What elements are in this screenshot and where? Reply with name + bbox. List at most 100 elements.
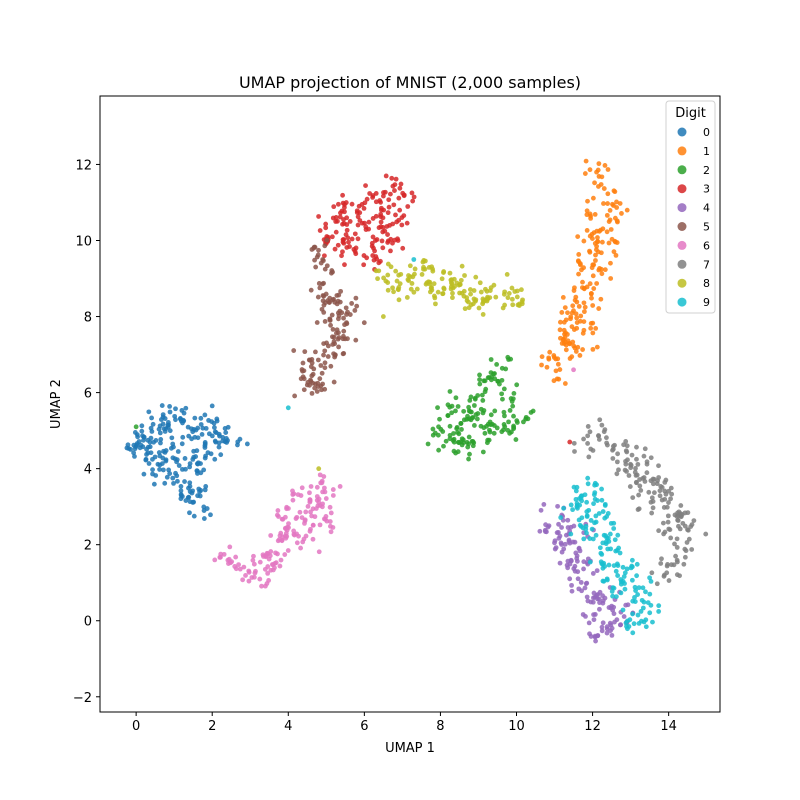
point-digit-1 (571, 308, 576, 314)
point-digit-7 (621, 442, 627, 448)
point-digit-1 (574, 299, 580, 305)
point-digit-3 (316, 214, 322, 219)
point-digit-9 (648, 602, 654, 608)
point-digit-9 (602, 503, 608, 508)
point-digit-0 (183, 466, 188, 472)
point-digit-5 (330, 326, 336, 332)
point-digit-2 (477, 377, 482, 383)
point-digit-4 (610, 607, 616, 613)
point-digit-7 (633, 466, 638, 471)
point-digit-6 (322, 489, 328, 495)
point-digit-0 (176, 463, 182, 468)
point-digit-9 (628, 565, 634, 571)
point-digit-6 (316, 549, 322, 555)
point-digit-4 (585, 598, 591, 604)
point-digit-1 (601, 186, 607, 191)
point-digit-6 (261, 554, 266, 559)
point-digit-0 (167, 471, 173, 476)
point-digit-3 (383, 173, 389, 179)
point-digit-5 (301, 368, 307, 374)
point-digit-9 (636, 620, 642, 626)
point-digit-6 (328, 523, 333, 529)
point-digit-3 (340, 192, 346, 198)
point-digit-8 (449, 280, 454, 286)
point-digit-1 (599, 271, 605, 277)
point-digit-5 (336, 330, 341, 336)
point-digit-5 (322, 348, 328, 354)
point-digit-1 (602, 163, 608, 168)
point-digit-5 (343, 305, 349, 311)
point-digit-5 (310, 371, 316, 377)
point-digit-1 (584, 208, 590, 214)
point-digit-7 (596, 437, 602, 442)
point-digit-5 (338, 288, 344, 294)
point-digit-2 (500, 396, 505, 402)
point-digit-0 (183, 498, 189, 503)
point-digit-6 (337, 484, 343, 489)
point-digit-8 (412, 266, 418, 272)
point-digit-0 (131, 450, 137, 456)
point-digit-0 (192, 415, 198, 421)
point-digit-8 (448, 286, 454, 292)
point-digit-1 (584, 212, 590, 218)
point-digit-1 (579, 267, 584, 273)
point-digit-3 (382, 228, 388, 234)
point-digit-1 (594, 281, 600, 286)
point-digit-5 (354, 303, 360, 309)
point-digit-7 (630, 495, 636, 501)
point-digit-0 (150, 421, 156, 427)
point-digit-7 (669, 491, 675, 497)
point-digit-0 (216, 444, 222, 450)
point-digit-2 (488, 357, 494, 362)
point-digit-2 (466, 456, 471, 462)
point-digit-0 (212, 456, 218, 462)
point-digit-7 (673, 553, 678, 559)
point-digit-7 (674, 559, 680, 565)
point-digit-8 (477, 280, 483, 286)
point-digit-8 (408, 286, 414, 292)
point-digit-2 (491, 430, 497, 436)
point-digit-2 (499, 429, 505, 435)
point-digit-8 (466, 299, 471, 305)
point-digit-9 (638, 609, 644, 614)
point-digit-6 (257, 576, 263, 582)
point-digit-3 (392, 182, 398, 188)
point-digit-5 (292, 393, 298, 399)
point-digit-6 (299, 485, 305, 491)
point-digit-7 (689, 547, 695, 552)
point-digit-9 (558, 515, 564, 520)
point-digit-0 (237, 436, 243, 442)
point-digit-4 (582, 585, 588, 591)
point-digit-3 (361, 205, 367, 211)
point-digit-1 (582, 304, 588, 310)
point-digit-0 (195, 461, 201, 467)
point-digit-0 (144, 452, 149, 457)
point-digit-6 (276, 514, 281, 519)
point-digit-3 (405, 204, 411, 209)
point-digit-6 (327, 504, 333, 510)
point-digit-9 (589, 526, 595, 532)
point-digit-3 (409, 190, 415, 196)
point-digit-3 (397, 207, 403, 213)
point-digit-1 (570, 303, 576, 309)
point-digit-3 (323, 225, 329, 231)
legend-marker-9 (677, 297, 687, 307)
chart-title: UMAP projection of MNIST (2,000 samples) (239, 73, 581, 92)
point-digit-4 (569, 588, 575, 594)
point-digit-6 (300, 539, 306, 545)
point-digit-7 (649, 510, 655, 516)
point-digit-1 (611, 188, 617, 194)
point-digit-3 (396, 195, 402, 201)
point-digit-6 (307, 490, 312, 496)
point-digit-1 (601, 201, 606, 206)
point-digit-1 (599, 239, 605, 245)
point-digit-2 (503, 366, 509, 372)
point-digit-3 (353, 251, 359, 257)
point-digit-8 (515, 302, 521, 308)
point-digit-0 (139, 428, 145, 434)
y-tick-label: 2 (84, 539, 92, 554)
point-digit-8 (473, 274, 479, 280)
point-digit-7 (658, 561, 664, 566)
point-digit-1 (592, 240, 598, 246)
point-digit-3 (384, 224, 390, 229)
